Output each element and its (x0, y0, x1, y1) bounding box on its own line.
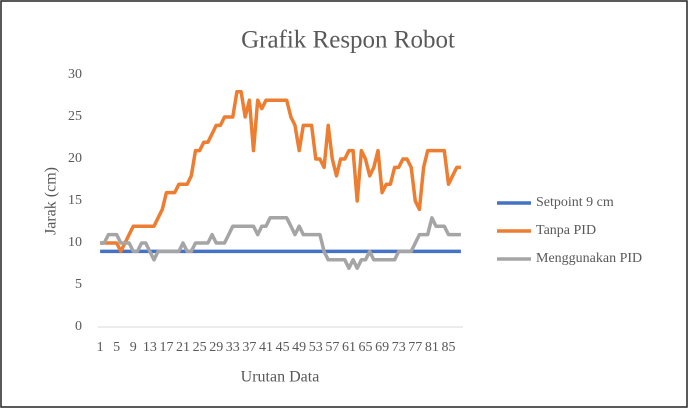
legend-label: Tanpa PID (536, 223, 596, 238)
x-tick-label: 5 (113, 340, 120, 355)
x-tick-label: 17 (159, 340, 173, 355)
x-tick-label: 69 (375, 340, 389, 355)
legend-label: Menggunakan PID (536, 251, 642, 266)
x-tick-label: 77 (408, 340, 422, 355)
series-line (100, 216, 461, 270)
series-line (100, 90, 461, 254)
y-axis-label: Jarak (cm) (43, 167, 60, 235)
y-tick-label: 15 (68, 193, 82, 208)
x-tick-label: 41 (259, 340, 273, 355)
x-tick-label: 33 (226, 340, 240, 355)
x-tick-label: 73 (392, 340, 406, 355)
x-tick-label: 25 (193, 340, 207, 355)
x-tick-label: 49 (292, 340, 306, 355)
x-tick-label: 1 (97, 340, 104, 355)
x-tick-label: 29 (209, 340, 223, 355)
legend-label: Setpoint 9 cm (536, 195, 614, 210)
x-tick-label: 57 (325, 340, 339, 355)
x-tick-label: 81 (425, 340, 439, 355)
y-tick-label: 5 (75, 277, 82, 292)
x-tick-label: 53 (309, 340, 323, 355)
x-tick-label: 21 (176, 340, 190, 355)
y-tick-label: 20 (68, 151, 82, 166)
x-tick-label: 85 (441, 340, 455, 355)
y-tick-label: 30 (68, 67, 82, 82)
y-tick-label: 0 (75, 319, 82, 334)
y-tick-label: 10 (68, 235, 82, 250)
x-tick-label: 45 (276, 340, 290, 355)
y-tick-label: 25 (68, 109, 82, 124)
x-tick-label: 61 (342, 340, 356, 355)
chart-title: Grafik Respon Robot (241, 27, 455, 54)
x-axis-label: Urutan Data (241, 369, 320, 386)
x-tick-label: 9 (130, 340, 137, 355)
x-tick-label: 13 (143, 340, 157, 355)
x-tick-label: 65 (359, 340, 373, 355)
x-tick-label: 37 (242, 340, 256, 355)
